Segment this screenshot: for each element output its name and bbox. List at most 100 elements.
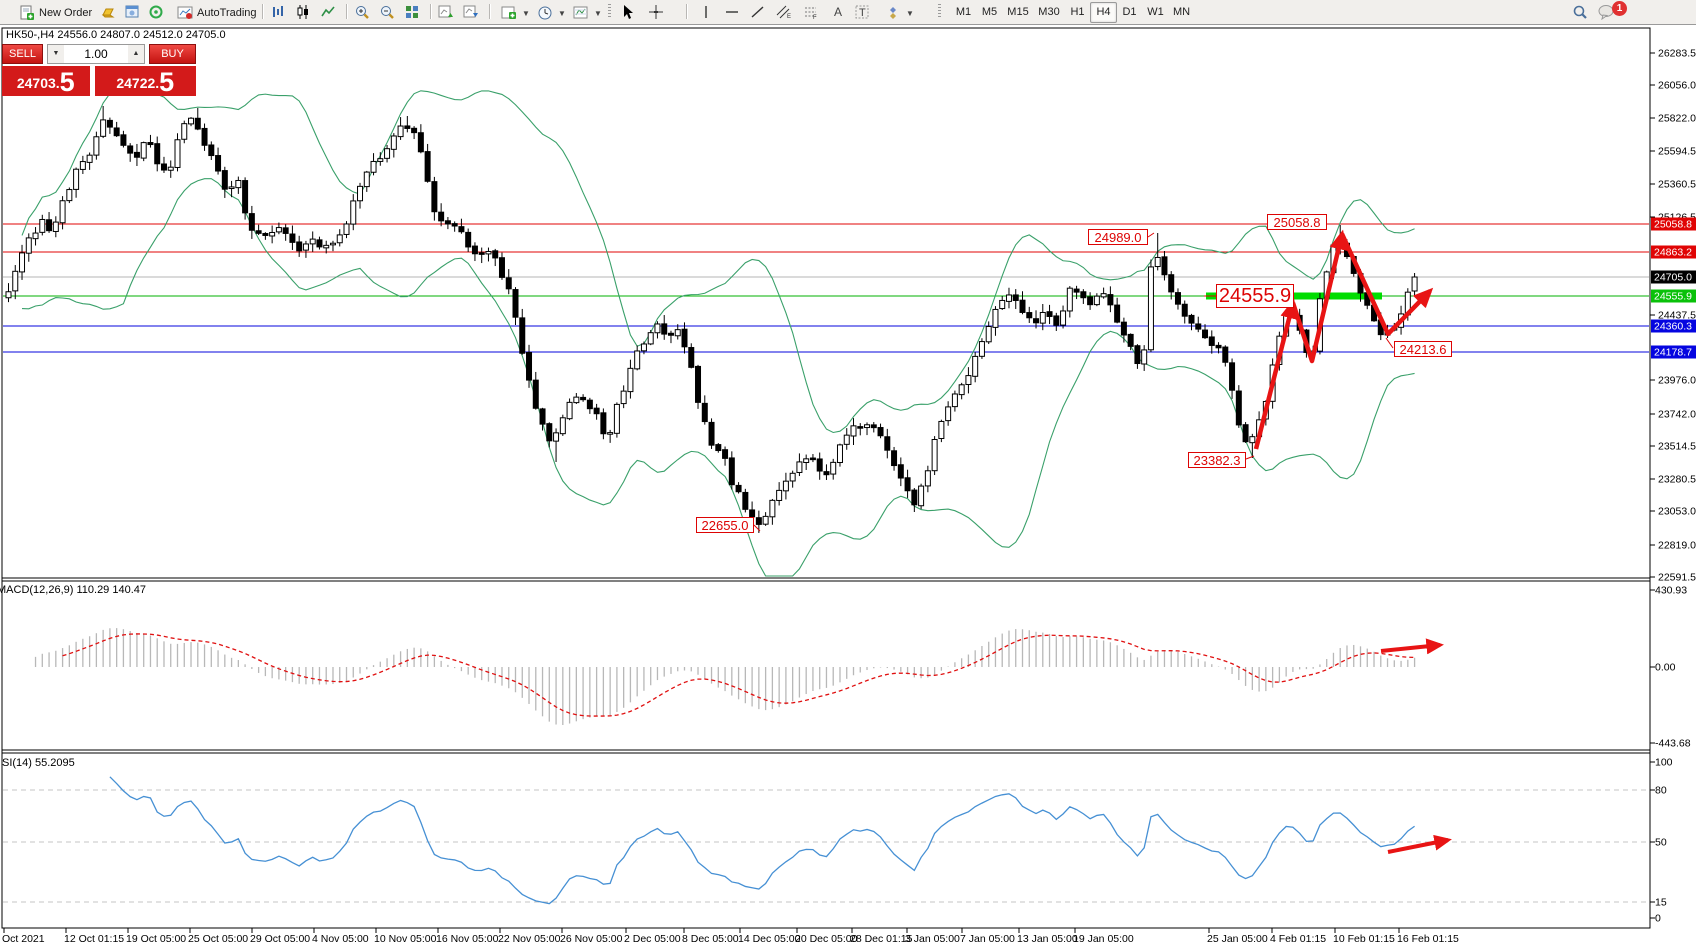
- zoom-out-icon[interactable]: [379, 4, 395, 20]
- buy-price[interactable]: 24722. 5: [94, 66, 196, 97]
- sell-price-fraction: 5: [59, 67, 75, 97]
- price-label-24213.6[interactable]: 24213.6: [1394, 341, 1452, 357]
- svg-text:16 Nov 05:00: 16 Nov 05:00: [436, 933, 499, 945]
- gold-icon[interactable]: [100, 4, 116, 20]
- timeframe-M1[interactable]: M1: [955, 6, 972, 18]
- svg-text:23280.5: 23280.5: [1658, 474, 1696, 486]
- volume-input[interactable]: [64, 45, 128, 63]
- tile-windows-icon[interactable]: [404, 4, 420, 20]
- svg-text:26283.5: 26283.5: [1658, 48, 1696, 60]
- notification-badge[interactable]: 1: [1612, 1, 1627, 16]
- caret-down-icon: ▼: [594, 8, 602, 18]
- svg-text:A: A: [834, 5, 842, 19]
- timeframe-D1[interactable]: D1: [1122, 6, 1137, 18]
- buy-button[interactable]: BUY: [149, 44, 196, 64]
- svg-text:4 Nov 05:00: 4 Nov 05:00: [312, 933, 369, 945]
- shapes-tool-button[interactable]: ▼: [880, 2, 919, 24]
- price-label-22655.0[interactable]: 22655.0: [696, 517, 754, 533]
- price-label-24989.0[interactable]: 24989.0: [1088, 229, 1148, 245]
- caret-down-icon: ▼: [522, 8, 530, 18]
- line-chart-mode-icon[interactable]: [320, 4, 336, 20]
- buy-price-fraction: 5: [159, 67, 175, 97]
- svg-text:28 Dec 01:15: 28 Dec 01:15: [850, 933, 913, 945]
- sell-price[interactable]: 24703. 5: [2, 66, 90, 96]
- fibonacci-tool-icon[interactable]: F: [803, 4, 819, 21]
- search-icon[interactable]: [1572, 4, 1588, 20]
- svg-text:25594.5: 25594.5: [1658, 146, 1696, 158]
- autotrading-label: AutoTrading: [197, 7, 257, 19]
- svg-text:24360.3: 24360.3: [1654, 321, 1692, 333]
- timeframe-H4[interactable]: H4: [1090, 2, 1117, 23]
- timeframe-W1[interactable]: W1: [1147, 6, 1164, 18]
- svg-text:19 Jan 05:00: 19 Jan 05:00: [1073, 933, 1134, 945]
- volume-stepper: ▼ ▲: [47, 44, 145, 64]
- cursor-icon[interactable]: [620, 4, 636, 20]
- signal-icon[interactable]: [148, 4, 164, 20]
- trendline-tool-icon[interactable]: [750, 4, 766, 20]
- svg-text:25058.8: 25058.8: [1654, 219, 1692, 231]
- svg-text:22591.5: 22591.5: [1658, 572, 1696, 584]
- svg-text:23514.5: 23514.5: [1658, 441, 1696, 453]
- template-icon: [573, 5, 589, 21]
- macd-pane[interactable]: [34, 628, 1416, 725]
- svg-text:26 Nov 05:00: 26 Nov 05:00: [560, 933, 623, 945]
- svg-text:50: 50: [1655, 837, 1667, 849]
- timeframe-MN[interactable]: MN: [1172, 6, 1191, 18]
- text-label-tool-icon[interactable]: T: [854, 4, 870, 20]
- text-tool-icon[interactable]: A: [830, 4, 846, 20]
- autotrading-icon: [177, 5, 193, 21]
- svg-text:22 Nov 05:00: 22 Nov 05:00: [498, 933, 561, 945]
- svg-text:24437.5: 24437.5: [1658, 310, 1696, 322]
- price-label-23382.3[interactable]: 23382.3: [1188, 452, 1246, 468]
- svg-text:0: 0: [1655, 913, 1661, 925]
- indicator-list-icon[interactable]: [438, 4, 454, 20]
- sell-button[interactable]: SELL: [2, 44, 43, 64]
- candlestick-mode-icon[interactable]: [295, 4, 311, 20]
- svg-text:SI(14) 55.2095: SI(14) 55.2095: [2, 757, 75, 769]
- chart-frame: [1, 27, 1651, 929]
- svg-text:16 Feb 01:15: 16 Feb 01:15: [1397, 933, 1459, 945]
- horizontal-level-lines[interactable]: [3, 223, 1649, 353]
- market-watch-icon[interactable]: [124, 4, 140, 20]
- add-indicator-button[interactable]: ▼: [496, 2, 535, 24]
- timeframe-M15[interactable]: M15: [1007, 6, 1029, 18]
- trend-arrows[interactable]: [753, 229, 1452, 854]
- crosshair-icon[interactable]: [648, 4, 664, 20]
- main-chart[interactable]: 26283.526056.025822.025594.525360.525126…: [0, 24, 1696, 946]
- volume-decrease-button[interactable]: ▼: [48, 45, 64, 63]
- svg-text:23976.0: 23976.0: [1658, 375, 1696, 387]
- svg-text:14 Dec 05:00: 14 Dec 05:00: [738, 933, 801, 945]
- svg-text:26056.0: 26056.0: [1658, 80, 1696, 92]
- timeframe-M5[interactable]: M5: [981, 6, 998, 18]
- svg-text:24178.7: 24178.7: [1654, 347, 1692, 359]
- price-label-24555.9[interactable]: 24555.9: [1216, 284, 1294, 308]
- toolbar: New Order AutoTrading: [0, 0, 1696, 25]
- svg-text:29 Oct 05:00: 29 Oct 05:00: [250, 933, 310, 945]
- chat-icon[interactable]: [1598, 4, 1614, 21]
- volume-increase-button[interactable]: ▲: [128, 45, 144, 63]
- svg-text:MACD(12,26,9) 110.29 140.47: MACD(12,26,9) 110.29 140.47: [0, 584, 146, 596]
- bar-chart-mode-icon[interactable]: [270, 4, 286, 20]
- svg-text:22819.0: 22819.0: [1658, 540, 1696, 552]
- zoom-in-icon[interactable]: [354, 4, 370, 20]
- svg-text:25360.5: 25360.5: [1658, 179, 1696, 191]
- add-indicator-icon: [501, 5, 517, 21]
- period-button[interactable]: ▼: [532, 2, 571, 24]
- svg-text:10 Feb 01:15: 10 Feb 01:15: [1333, 933, 1395, 945]
- horizontal-line-tool-icon[interactable]: [724, 4, 740, 20]
- autotrading-button[interactable]: AutoTrading: [172, 2, 262, 24]
- svg-text:T: T: [859, 7, 866, 19]
- timeframe-M30[interactable]: M30: [1038, 6, 1060, 18]
- svg-text:24863.2: 24863.2: [1654, 247, 1692, 259]
- timeframe-H1[interactable]: H1: [1070, 6, 1085, 18]
- svg-text:25 Oct 05:00: 25 Oct 05:00: [188, 933, 248, 945]
- new-order-button[interactable]: New Order: [14, 2, 97, 24]
- svg-text:20 Dec 05:00: 20 Dec 05:00: [795, 933, 858, 945]
- vertical-line-tool-icon[interactable]: [698, 4, 714, 20]
- price-label-25058.8[interactable]: 25058.8: [1267, 214, 1327, 230]
- indicator-window-icon[interactable]: [463, 4, 479, 20]
- rsi-pane[interactable]: [3, 776, 1649, 905]
- one-click-trading-panel: SELL ▼ ▲ BUY 24703.5 24722.5: [2, 44, 196, 96]
- channel-tool-icon[interactable]: E: [776, 4, 792, 20]
- template-button[interactable]: ▼: [568, 2, 607, 24]
